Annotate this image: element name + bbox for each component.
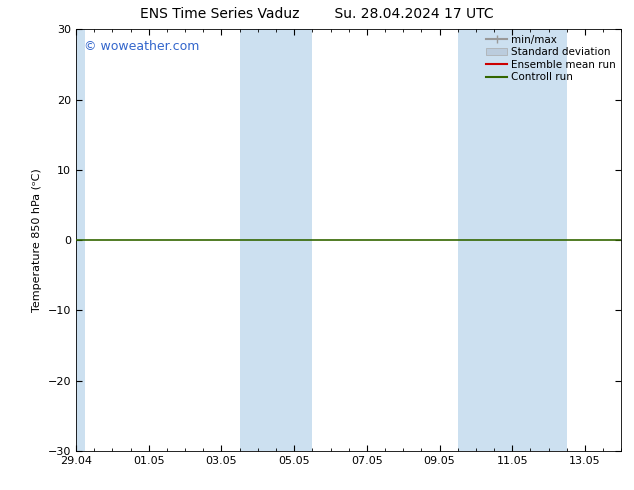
Legend: min/max, Standard deviation, Ensemble mean run, Controll run: min/max, Standard deviation, Ensemble me…: [484, 32, 618, 84]
Text: ENS Time Series Vaduz        Su. 28.04.2024 17 UTC: ENS Time Series Vaduz Su. 28.04.2024 17 …: [140, 7, 494, 22]
Bar: [76, 29, 85, 451]
Bar: [240, 29, 313, 451]
Text: © woweather.com: © woweather.com: [84, 40, 200, 53]
Bar: [458, 29, 567, 451]
Y-axis label: Temperature 850 hPa (ᵒC): Temperature 850 hPa (ᵒC): [32, 168, 42, 312]
